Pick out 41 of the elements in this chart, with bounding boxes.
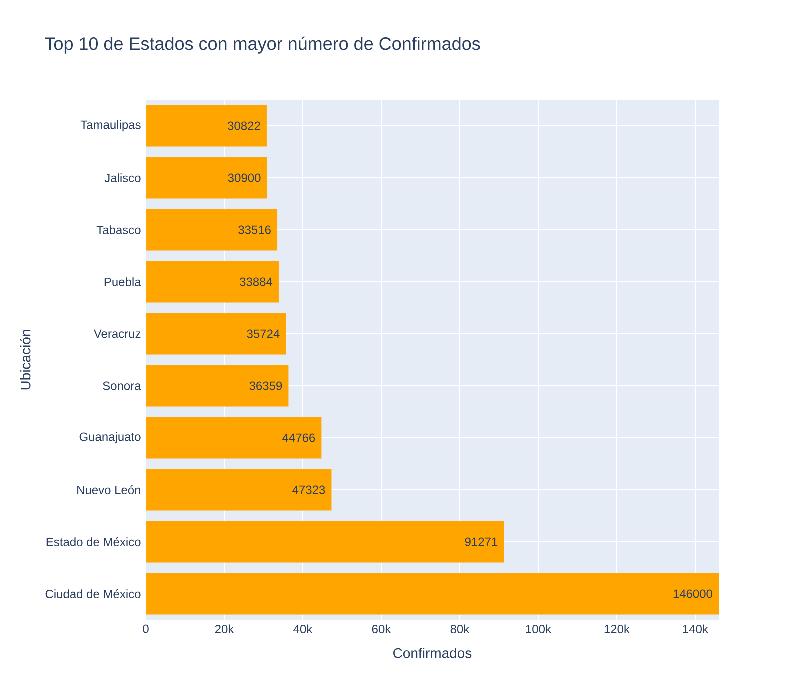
x-tick-label: 20k [215,624,234,634]
bar [146,521,504,563]
bar [146,469,332,511]
x-tick-label: 140k [683,624,708,634]
bar [146,105,267,147]
y-tick-label: Estado de México [46,538,141,546]
y-tick-label: Tamaulipas [80,120,141,132]
x-tick-label: 0 [143,624,149,634]
bar [146,261,279,303]
y-tick-label: Veracruz [94,330,141,338]
data-label: 146000 [674,590,712,598]
data-label: 33516 [238,226,271,234]
y-tick-label: Guanajuato [80,432,141,444]
bar [146,313,286,355]
data-label: 30900 [228,174,261,182]
x-tick-label: 100k [526,624,552,634]
y-tick-label: Nuevo León [78,486,140,494]
y-tick-label: Puebla [104,278,142,286]
data-label: 35724 [247,330,280,338]
y-axis-title: Ubicación [20,330,31,390]
bar [146,365,289,407]
y-tick-label: Ciudad de México [46,590,141,598]
data-label: 47323 [292,486,326,494]
y-tick-label: Tabasco [96,226,141,234]
data-label: 33884 [240,278,273,286]
bar [146,417,322,459]
data-label: 44766 [282,434,316,442]
data-label: 36359 [250,382,282,390]
bar [146,157,268,199]
x-tick-label: 60k [372,624,392,634]
x-tick-label: 80k [450,624,470,634]
chart-title: Top 10 de Estados con mayor número de Confirmados [45,36,480,54]
y-tick-label: Sonora [103,382,142,390]
x-tick-label: 120k [604,624,630,634]
bar [146,209,278,251]
x-tick-label: 40k [294,624,313,634]
y-tick-label: Jalisco [104,174,141,182]
data-label: 91271 [465,538,498,546]
bar [146,573,719,615]
x-axis-title: Confirmados [394,648,472,658]
data-label: 30822 [228,122,260,130]
